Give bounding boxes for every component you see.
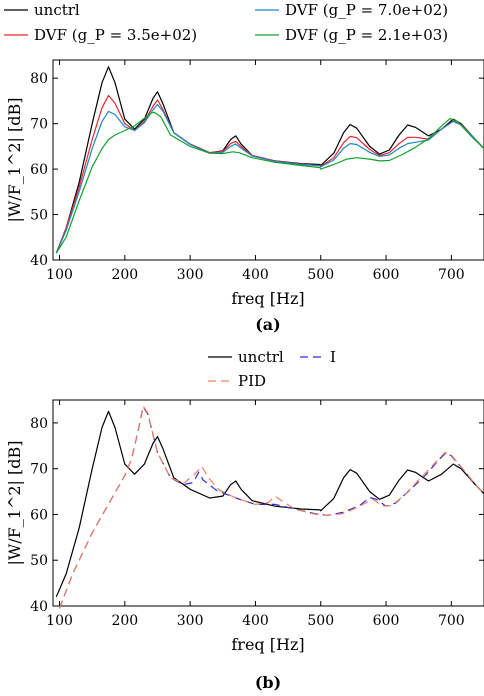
y-tick-label-b-3: 70 bbox=[30, 462, 48, 478]
y-axis-label-a: |W/F_1^2| [dB] bbox=[5, 97, 24, 222]
x-tick-label-a-0: 100 bbox=[46, 267, 73, 283]
x-axis-label-b: freq [Hz] bbox=[231, 635, 304, 654]
y-tick-label-b-0: 40 bbox=[30, 599, 48, 615]
y-axis-label-b: |W/F_1^2| [dB] bbox=[5, 440, 24, 565]
legend-b-label-0: unctrl bbox=[238, 348, 284, 366]
x-tick-label-b-0: 100 bbox=[46, 613, 73, 629]
plot-area-a bbox=[52, 59, 484, 261]
x-tick-label-a-4: 500 bbox=[307, 267, 334, 283]
y-tick-label-a-3: 70 bbox=[30, 117, 48, 133]
legend-a: unctrl DVF (g_P = 3.5e+02) DVF (g_P = 7.… bbox=[4, 1, 448, 44]
y-tick-label-a-2: 60 bbox=[30, 162, 48, 178]
legend-a-label-1: DVF (g_P = 3.5e+02) bbox=[34, 26, 197, 44]
chart-b: 100 200 300 400 500 600 700 40 50 60 70 80 freq [H… bbox=[5, 399, 484, 692]
panel-label-a: (a) bbox=[255, 315, 281, 334]
y-ticks-a: 40 50 60 70 80 bbox=[30, 71, 484, 269]
x-tick-label-b-1: 200 bbox=[111, 613, 138, 629]
y-tick-label-b-2: 60 bbox=[30, 507, 48, 523]
y-tick-label-b-4: 80 bbox=[30, 416, 48, 432]
plot-area-b bbox=[52, 399, 484, 607]
series-line-a-1 bbox=[55, 94, 484, 254]
legend-b: unctrl I PID bbox=[208, 348, 336, 390]
series-group-a bbox=[55, 66, 484, 254]
x-ticks-b: 100 200 300 400 500 600 700 bbox=[46, 400, 465, 629]
panel-label-b: (b) bbox=[255, 673, 281, 692]
x-tick-label-a-3: 400 bbox=[242, 267, 269, 283]
y-tick-label-a-1: 50 bbox=[30, 208, 48, 224]
x-tick-label-b-2: 300 bbox=[177, 613, 204, 629]
x-tick-label-b-6: 700 bbox=[438, 613, 465, 629]
x-tick-label-a-5: 600 bbox=[373, 267, 400, 283]
series-line-b-1 bbox=[58, 406, 484, 609]
x-ticks-a: 100 200 300 400 500 600 700 bbox=[46, 60, 465, 283]
legend-b-label-2: PID bbox=[238, 372, 266, 390]
x-tick-label-a-6: 700 bbox=[438, 267, 465, 283]
series-line-b-0 bbox=[55, 410, 484, 598]
y-tick-label-a-0: 40 bbox=[30, 253, 48, 269]
y-tick-label-b-1: 50 bbox=[30, 553, 48, 569]
x-tick-label-b-4: 500 bbox=[307, 613, 334, 629]
x-tick-label-b-5: 600 bbox=[373, 613, 400, 629]
legend-a-label-0: unctrl bbox=[34, 1, 80, 19]
x-tick-label-a-1: 200 bbox=[111, 267, 138, 283]
x-tick-label-b-3: 400 bbox=[242, 613, 269, 629]
legend-a-label-2: DVF (g_P = 7.0e+02) bbox=[285, 1, 448, 19]
x-axis-label-a: freq [Hz] bbox=[231, 289, 304, 308]
x-tick-label-a-2: 300 bbox=[177, 267, 204, 283]
chart-a: 100 200 300 400 500 600 700 40 50 60 70 80 freq [H… bbox=[5, 59, 484, 334]
legend-a-label-3: DVF (g_P = 2.1e+03) bbox=[285, 26, 448, 44]
series-line-b-2 bbox=[58, 405, 484, 609]
series-group-b bbox=[55, 405, 484, 609]
y-tick-label-a-4: 80 bbox=[30, 71, 48, 87]
series-line-a-3 bbox=[55, 111, 484, 254]
y-ticks-b: 40 50 60 70 80 bbox=[30, 416, 484, 615]
legend-b-label-1: I bbox=[330, 348, 336, 366]
series-line-a-2 bbox=[55, 103, 484, 254]
